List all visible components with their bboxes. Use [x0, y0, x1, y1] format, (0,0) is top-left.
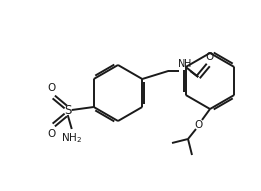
- Text: H: H: [184, 59, 192, 69]
- Text: O: O: [48, 83, 56, 93]
- Text: N: N: [178, 59, 186, 69]
- Text: NH$_2$: NH$_2$: [61, 131, 82, 145]
- Text: O: O: [48, 129, 56, 139]
- Text: O: O: [194, 120, 202, 130]
- Text: S: S: [64, 104, 72, 117]
- Text: O: O: [205, 52, 213, 62]
